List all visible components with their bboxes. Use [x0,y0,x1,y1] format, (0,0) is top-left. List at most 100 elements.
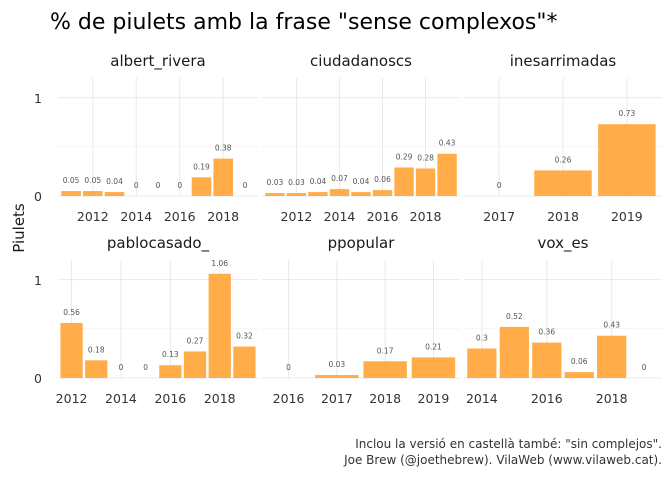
bar [564,372,594,378]
data-label: 0.05 [63,176,80,185]
facet-inesarrimadas: inesarrimadas 0 0.26 0.73 2017 2018 2019 [464,52,662,224]
facet-ciudadanoscs: ciudadanoscs 0.03 0.03 0.04 0.07 0.04 0.06 0.29… [262,52,460,224]
bar [104,192,125,196]
y-tick-label: 0 [34,189,42,204]
data-label: 0.52 [506,312,523,321]
bar [598,124,656,196]
data-label: 0.19 [193,162,210,171]
x-tick-label: 2017 [321,391,353,406]
bar [191,177,212,196]
data-label: 0.32 [236,332,253,341]
x-tick-label: 2018 [547,209,579,224]
bar [183,351,207,378]
data-label: 0.18 [88,345,105,354]
chart-title: % de piulets amb la frase "sense complex… [50,10,558,35]
y-tick-label: 1 [34,273,42,288]
data-label: 0.56 [63,308,80,317]
facet-pablocasado_: pablocasado_ 0.56 0.18 0 0 0.13 0.27 1.06 0.32 20… [34,234,258,406]
data-label: 0.04 [310,177,327,186]
bar [286,193,307,196]
x-tick-label: 2016 [531,391,563,406]
facet-albert_rivera: albert_rivera 0.05 0.05 0.04 0 0 0 0.19 0.38 0 201… [34,52,258,224]
bar [467,348,497,378]
bar [159,365,182,378]
data-label: 0.43 [439,139,456,148]
data-label: 0 [642,363,647,372]
bar [394,167,414,196]
x-tick-label: 2018 [369,391,401,406]
data-label: 0.26 [555,155,572,164]
bar [61,191,81,196]
x-tick-label: 2014 [105,391,137,406]
bar [532,342,562,378]
data-label: 0.04 [353,177,370,186]
data-label: 0.73 [619,109,636,118]
bar [208,273,231,378]
data-label: 0 [497,181,502,190]
y-axis-label: Piulets [10,203,28,253]
x-tick-label: 2016 [273,391,305,406]
x-tick-label: 2019 [611,209,643,224]
data-label: 0.03 [329,360,346,369]
facet-vox_es: vox_es 0.3 0.52 0.36 0.06 0.43 0 2014 2016 2018 [464,234,662,406]
data-label: 0.17 [377,346,394,355]
data-label: 0.06 [571,357,588,366]
bar [363,361,407,378]
facet-title: ciudadanoscs [310,52,412,70]
data-label: 0 [177,181,182,190]
bar [329,189,350,196]
x-tick-label: 2016 [164,209,196,224]
y-tick-label: 0 [34,371,42,386]
data-label: 1.06 [211,259,228,268]
x-tick-label: 2014 [466,391,498,406]
bar [411,357,456,378]
bar [233,346,256,378]
data-label: 0.03 [267,178,284,187]
caption-line-1: Inclou la versió en castellà també: "sin… [355,437,662,451]
x-tick-label: 2018 [596,391,628,406]
x-tick-label: 2018 [204,391,236,406]
data-label: 0 [156,181,161,190]
data-label: 0.3 [476,334,488,343]
bar [499,326,529,378]
data-label: 0.43 [603,321,620,330]
x-tick-label: 2014 [324,209,356,224]
x-tick-label: 2018 [410,209,442,224]
facet-title: vox_es [537,234,588,253]
facet-title: pablocasado_ [107,234,210,253]
bar [308,192,328,196]
facet-title: albert_rivera [110,52,205,71]
data-label: 0.29 [396,152,413,161]
data-label: 0 [243,181,248,190]
facet-title: inesarrimadas [510,52,617,70]
facet-title: ppopular [328,234,396,252]
data-label: 0.27 [187,336,204,345]
bar [372,190,393,196]
bar [265,193,285,196]
bar [534,170,592,196]
bar [437,153,457,196]
facet-ppopular: ppopular 0 0.03 0.17 0.21 2016 2017 2018 2019 [262,234,460,406]
bar [597,335,627,378]
bar [351,192,371,196]
caption-line-2: Joe Brew (@joethebrew). VilaWeb (www.vil… [343,453,662,467]
data-label: 0.36 [538,328,555,337]
bar [213,158,233,196]
x-tick-label: 2018 [207,209,239,224]
x-tick-label: 2017 [483,209,515,224]
x-tick-label: 2012 [77,209,109,224]
data-label: 0 [134,181,139,190]
data-label: 0.21 [425,342,442,351]
data-label: 0 [119,363,124,372]
bar [415,168,436,196]
data-label: 0.13 [162,350,179,359]
bar [83,191,103,196]
data-label: 0.06 [374,175,391,184]
x-tick-label: 2016 [367,209,399,224]
data-label: 0.03 [288,178,305,187]
bar [85,360,108,378]
bar [315,375,359,378]
data-label: 0 [143,363,148,372]
